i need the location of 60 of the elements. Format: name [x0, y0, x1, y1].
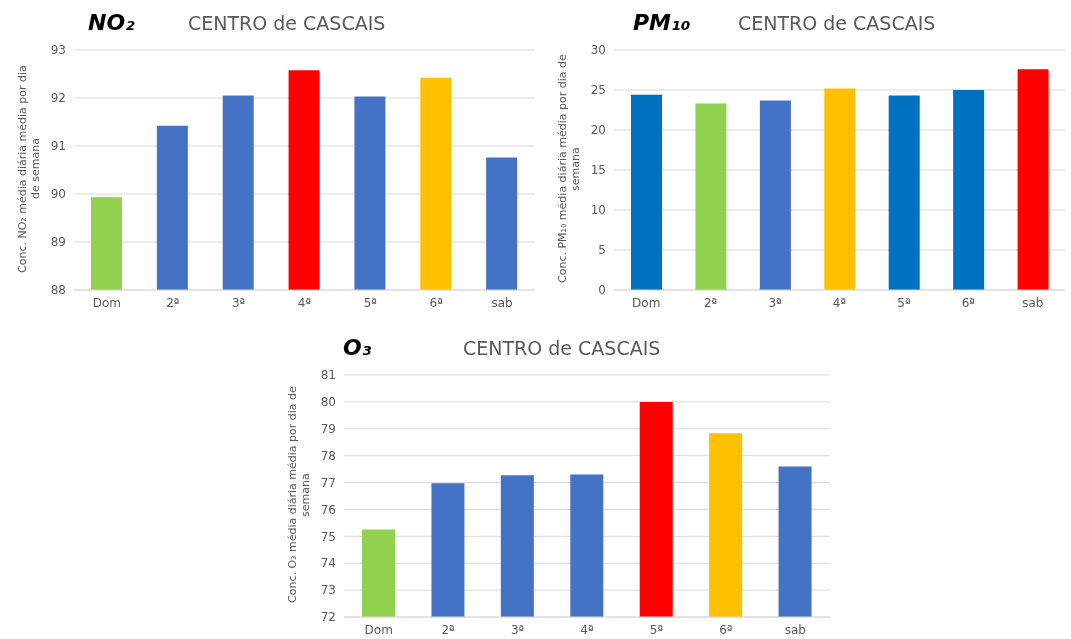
bar: [824, 88, 856, 290]
y-tick-label: 5: [598, 243, 606, 258]
y-axis-title: Conc. PM₁₀ média diária média por dia de semana: [556, 53, 582, 286]
x-tick-label: 6ª: [719, 622, 733, 637]
x-tick-label: 5ª: [363, 295, 378, 310]
bar: [631, 94, 662, 290]
y-tick-label: 72: [320, 610, 336, 625]
chart-subtitle: CENTRO de CASCAIS: [738, 12, 936, 34]
y-tick-label: 80: [320, 395, 336, 410]
chart-title: O₃: [343, 335, 372, 360]
x-tick-label: 6ª: [429, 295, 443, 310]
y-tick-label: 25: [590, 83, 606, 98]
x-tick-label: 2ª: [703, 295, 718, 310]
y-tick-label: 15: [590, 163, 606, 178]
x-tick-label: 3ª: [510, 622, 525, 637]
y-tick-label: 20: [590, 123, 606, 138]
x-tick-label: sab: [1022, 295, 1044, 310]
y-tick-label: 73: [320, 583, 336, 598]
x-tick-label: 6ª: [961, 295, 976, 310]
x-tick-label: Dom: [92, 295, 122, 310]
y-tick-label: 89: [50, 235, 66, 250]
chart-title: PM₁₀: [633, 10, 691, 35]
y-tick-label: 75: [320, 529, 336, 544]
x-tick-label: 3ª: [768, 295, 782, 310]
x-tick-label: 3ª: [231, 295, 246, 310]
x-tick-label: 4ª: [580, 622, 594, 637]
x-tick-label: sab: [784, 622, 806, 637]
x-tick-label: 4ª: [832, 295, 847, 310]
bar: [695, 103, 727, 290]
x-tick-label: Dom: [364, 622, 393, 637]
chart-subtitle: CENTRO de CASCAIS: [463, 337, 661, 359]
x-tick-label: sab: [491, 295, 513, 310]
x-tick-label: 4ª: [297, 295, 312, 310]
y-axis-title: Conc. O₃ média diária média por dia de semana: [286, 385, 312, 606]
y-tick-label: 10: [590, 203, 606, 218]
bar: [888, 95, 920, 290]
y-tick-label: 88: [50, 283, 66, 298]
chart-title: NO₂: [88, 10, 135, 35]
bar: [759, 100, 791, 290]
y-tick-label: 30: [590, 43, 606, 58]
x-tick-label: 2ª: [441, 622, 455, 637]
bar: [953, 90, 985, 290]
y-tick-label: 93: [50, 43, 66, 58]
y-tick-label: 77: [320, 475, 336, 490]
x-tick-label: 5ª: [897, 295, 911, 310]
y-tick-label: 81: [320, 368, 336, 383]
y-tick-label: 78: [320, 448, 336, 463]
x-tick-label: Dom: [632, 295, 661, 310]
x-tick-label: 2ª: [166, 295, 180, 310]
chart-subtitle: CENTRO de CASCAIS: [188, 12, 386, 34]
y-tick-label: 90: [50, 187, 66, 202]
y-tick-label: 92: [50, 91, 66, 106]
y-tick-label: 79: [320, 422, 336, 437]
y-tick-label: 76: [320, 502, 336, 517]
y-tick-label: 74: [320, 556, 336, 571]
bar: [1017, 69, 1049, 290]
y-tick-label: 91: [50, 139, 66, 154]
x-tick-label: 5ª: [649, 622, 664, 637]
y-tick-label: 0: [598, 283, 606, 298]
y-axis-title: Conc. NO₂ média diária média por dia de semana: [16, 64, 42, 275]
